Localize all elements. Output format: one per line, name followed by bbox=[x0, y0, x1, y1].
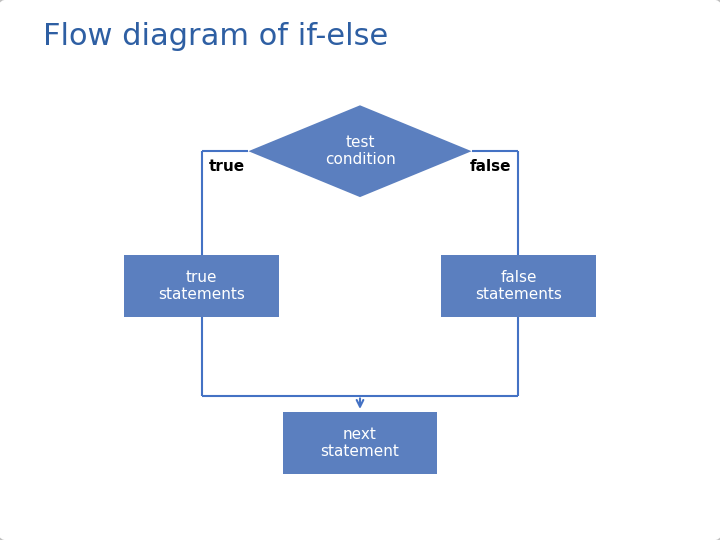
Text: next
statement: next statement bbox=[320, 427, 400, 459]
Text: true
statements: true statements bbox=[158, 270, 245, 302]
FancyBboxPatch shape bbox=[125, 255, 279, 317]
FancyBboxPatch shape bbox=[441, 255, 596, 317]
Text: false
statements: false statements bbox=[475, 270, 562, 302]
Polygon shape bbox=[248, 105, 472, 197]
Text: Flow diagram of if-else: Flow diagram of if-else bbox=[43, 22, 389, 51]
Text: test
condition: test condition bbox=[325, 135, 395, 167]
Text: false: false bbox=[469, 159, 511, 174]
Text: true: true bbox=[209, 159, 245, 174]
FancyBboxPatch shape bbox=[283, 411, 438, 474]
